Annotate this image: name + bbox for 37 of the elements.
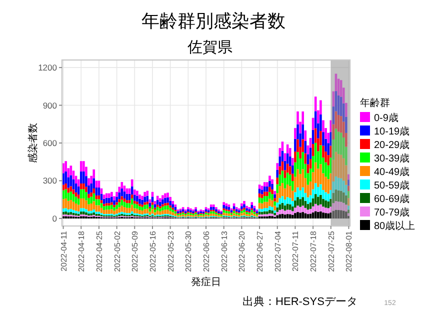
x-tick-label: 2022-05-16	[148, 230, 158, 272]
y-axis-title: 感染者数	[27, 123, 39, 163]
source-note: 出典：HER-SYSデータ	[242, 295, 358, 308]
y-tick-label: 0	[52, 213, 58, 224]
x-tick-label: 2022-05-09	[130, 230, 140, 272]
x-tick-label: 2022-06-06	[202, 230, 211, 272]
legend-label: 10-19歳	[374, 126, 410, 138]
x-tick-label: 2022-05-23	[166, 230, 176, 272]
legend-label: 0-9歳	[374, 112, 398, 124]
x-tick-label: 2022-07-25	[326, 230, 336, 272]
x-tick-label: 2022-06-13	[220, 230, 229, 272]
x-tick-label: 2022-07-11	[291, 230, 300, 272]
x-tick-label: 2022-07-04	[273, 230, 282, 272]
x-tick-label: 2022-05-02	[112, 230, 122, 272]
chart-title: 年齢群別感染者数	[142, 11, 286, 31]
legend-label: 20-29歳	[374, 139, 410, 151]
legend-label: 80歳以上	[374, 220, 416, 232]
y-tick-label: 600	[42, 138, 58, 148]
x-tick-label: 2022-05-30	[184, 230, 194, 272]
y-tick-label: 900	[42, 100, 58, 110]
y-tick-label: 1200	[38, 62, 58, 73]
y-tick-label: 300	[42, 176, 58, 186]
x-axis-title: 発症日	[191, 276, 221, 288]
legend-label: 70-79歳	[374, 206, 410, 218]
legend-title: 年齢群	[360, 97, 390, 109]
chart-subtitle: 佐賀県	[188, 39, 232, 56]
x-tick-label: 2022-06-27	[256, 230, 265, 272]
x-tick-label: 2022-04-25	[94, 230, 104, 272]
x-tick-label: 2022-06-20	[238, 230, 247, 272]
x-tick-label: 2022-07-18	[309, 230, 318, 272]
x-tick-label: 2022-04-18	[77, 230, 86, 272]
x-tick-label: 2022-08-01	[344, 230, 354, 272]
legend-label: 60-69歳	[374, 193, 410, 205]
legend-label: 50-59歳	[374, 180, 410, 192]
legend-label: 30-39歳	[374, 152, 410, 164]
legend-label: 40-49歳	[374, 166, 410, 178]
x-tick-label: 2022-04-11	[59, 230, 68, 272]
